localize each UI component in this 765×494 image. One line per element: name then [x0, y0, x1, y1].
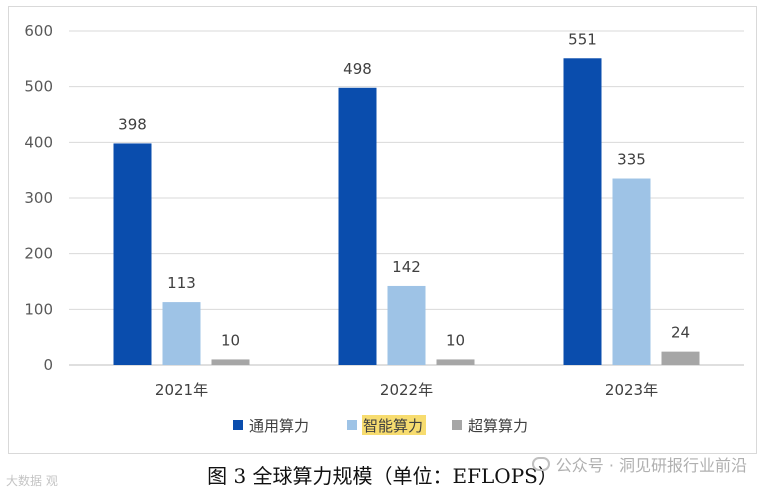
data-label: 335 — [617, 151, 646, 169]
chart-frame: 0 100 200 300 400 500 600 398 113 10 498 142 10 551 3… — [8, 6, 757, 454]
data-label: 398 — [118, 115, 147, 133]
x-category-label: 2023年 — [605, 381, 658, 399]
x-category-label: 2022年 — [380, 381, 433, 399]
data-label: 142 — [392, 258, 421, 276]
data-label: 24 — [671, 324, 690, 342]
y-tick-label: 100 — [24, 300, 53, 318]
legend: 通用算力 智能算力 超算算力 — [233, 415, 528, 435]
legend-swatch — [233, 420, 243, 430]
data-label: 498 — [343, 60, 372, 78]
y-tick-label: 300 — [24, 189, 53, 207]
bar — [436, 359, 475, 365]
data-labels: 398 113 10 498 142 10 551 335 24 — [118, 30, 690, 349]
bar — [661, 351, 700, 365]
data-label: 10 — [446, 331, 465, 349]
legend-label: 通用算力 — [249, 417, 309, 435]
y-axis-ticks: 0 100 200 300 400 500 600 — [24, 22, 53, 374]
data-label: 551 — [568, 30, 597, 48]
y-tick-label: 500 — [24, 78, 53, 96]
y-tick-label: 0 — [43, 356, 53, 374]
watermark-right-text: 公众号 · 洞见研报行业前沿 — [555, 456, 747, 475]
bar — [162, 302, 201, 365]
data-label: 113 — [167, 274, 196, 292]
wechat-icon — [531, 457, 550, 471]
y-tick-label: 400 — [24, 133, 53, 151]
figure-caption: 图 3 全球算力规模（单位：EFLOPS） — [207, 464, 558, 488]
data-label: 10 — [221, 331, 240, 349]
y-tick-label: 200 — [24, 245, 53, 263]
x-category-label: 2021年 — [155, 381, 208, 399]
y-tick-label: 600 — [24, 22, 53, 40]
legend-label: 智能算力 — [363, 417, 423, 435]
x-axis-categories: 2021年 2022年 2023年 — [155, 381, 658, 399]
bar — [211, 359, 250, 365]
bar — [612, 178, 651, 365]
legend-swatch — [347, 420, 357, 430]
bar — [563, 58, 602, 365]
legend-swatch — [452, 420, 462, 430]
watermark-right: 公众号 · 洞见研报行业前沿 — [531, 452, 747, 476]
legend-highlight — [362, 415, 426, 435]
bars — [113, 58, 700, 365]
legend-label: 超算算力 — [468, 417, 528, 435]
watermark-left: 大数据 观 — [6, 474, 58, 488]
bar — [387, 285, 426, 365]
bar — [113, 143, 152, 365]
bar — [338, 87, 377, 365]
